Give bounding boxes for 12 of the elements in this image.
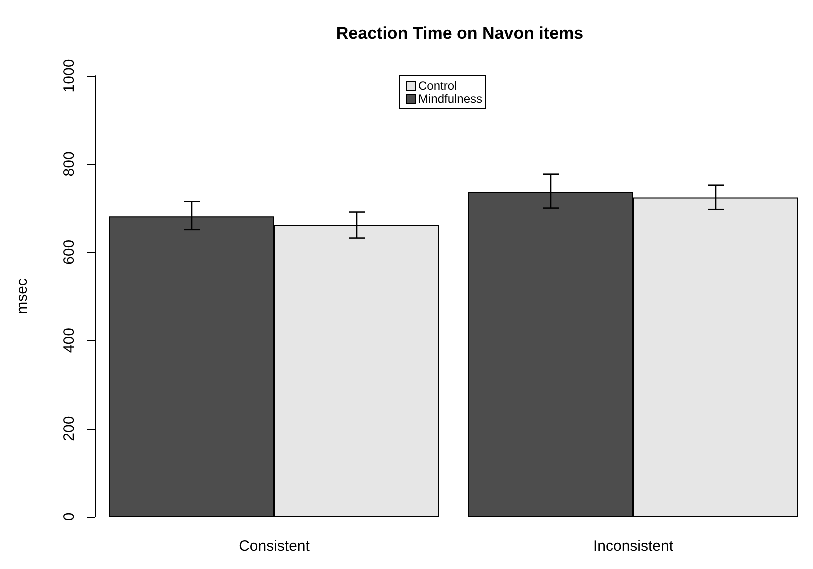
x-tick-label: Inconsistent: [593, 538, 674, 555]
chart-title: Reaction Time on Navon items: [336, 24, 584, 43]
y-tick-label: 200: [61, 416, 78, 442]
y-tick-label: 400: [61, 328, 78, 354]
x-tick-label: Consistent: [239, 538, 311, 555]
y-tick-label: 0: [61, 512, 78, 522]
legend-label: Control: [418, 79, 458, 93]
legend-label: Mindfulness: [418, 92, 483, 106]
y-tick-label: 1000: [61, 59, 78, 93]
y-tick-label: 600: [61, 240, 78, 265]
y-axis-title: msec: [14, 278, 31, 314]
y-tick-label: 800: [61, 152, 78, 177]
